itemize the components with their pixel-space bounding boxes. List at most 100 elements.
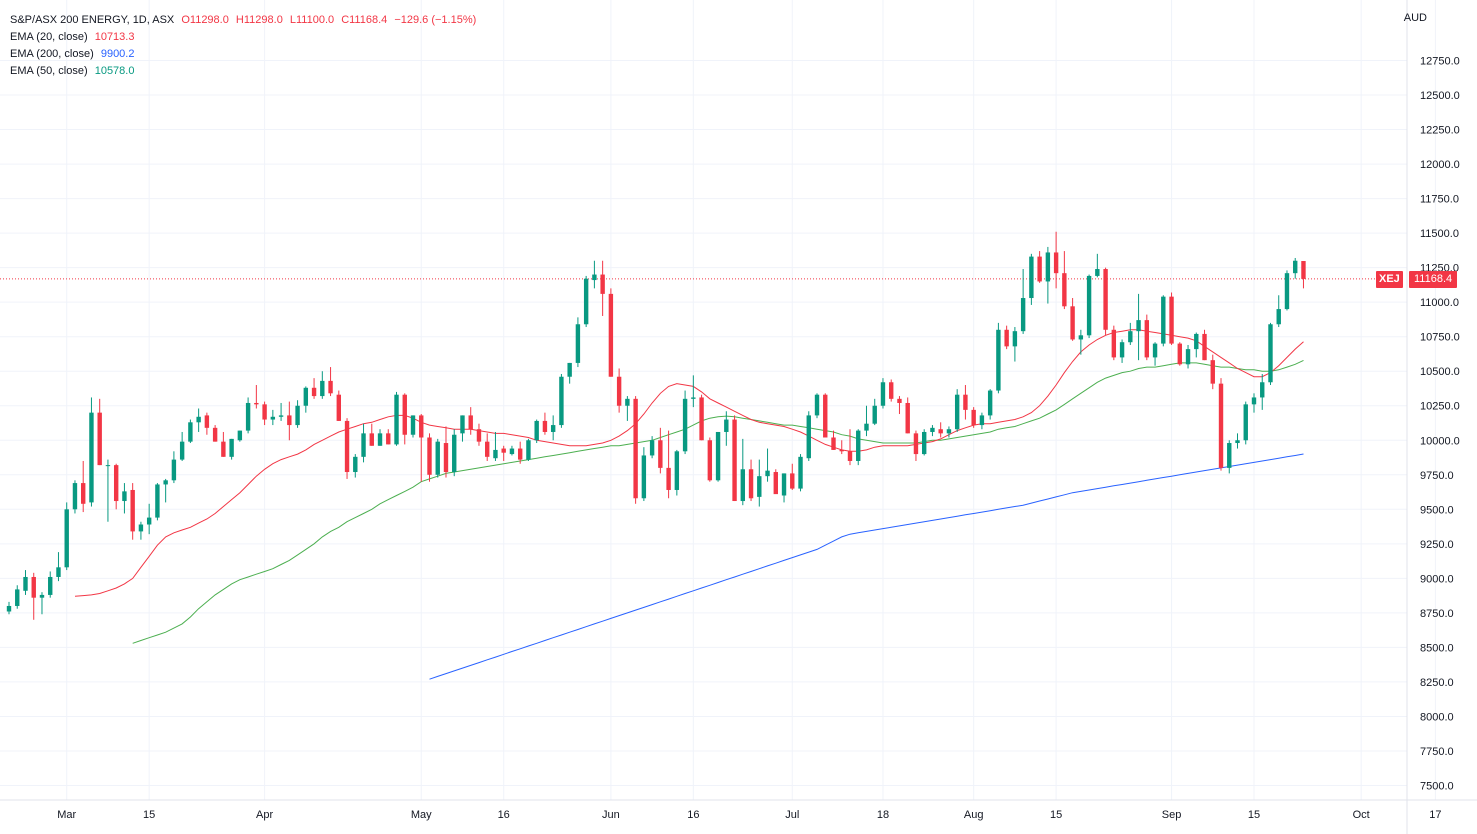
candle-body — [798, 456, 803, 489]
candle-body — [1284, 273, 1290, 310]
y-tick-label: 7750.0 — [1420, 746, 1454, 758]
symbol-title: S&P/ASX 200 ENERGY, 1D, ASX — [10, 14, 175, 26]
candle — [748, 459, 754, 502]
candle-body — [814, 394, 820, 416]
candle-body — [534, 420, 539, 441]
candle — [336, 390, 341, 421]
candle — [889, 379, 894, 402]
candle — [1111, 325, 1117, 361]
candle-body — [732, 419, 737, 502]
candle — [1218, 378, 1224, 471]
candle-body — [1144, 320, 1150, 358]
candle-body — [715, 431, 721, 481]
candle-body — [196, 416, 201, 423]
y-tick-label: 9500.0 — [1420, 504, 1454, 516]
candle — [122, 483, 127, 514]
candle — [1227, 440, 1232, 474]
candle-body — [386, 433, 391, 445]
candle-body — [889, 382, 894, 399]
price-axis[interactable]: 7500.0 7750.0 8000.0 8250.0 8500.0 8750.0 9000… — [1420, 56, 1460, 793]
candle-body — [724, 419, 729, 432]
candle-body — [864, 423, 869, 431]
ema20-line — [74, 329, 1304, 597]
candle — [15, 585, 20, 609]
candle — [394, 391, 399, 446]
candle — [435, 438, 440, 478]
candle-body — [295, 405, 300, 426]
candle — [880, 378, 886, 409]
candle-body — [15, 589, 20, 606]
candle — [1062, 251, 1067, 310]
y-tick-label: 8500.0 — [1420, 642, 1454, 654]
y-tick-label: 9250.0 — [1420, 539, 1454, 551]
x-tick-label: May — [411, 809, 432, 821]
candle — [707, 437, 713, 482]
candle — [163, 478, 168, 503]
candle-body — [39, 594, 45, 598]
candle — [1251, 393, 1257, 413]
candle — [930, 425, 935, 437]
candle — [1086, 274, 1092, 339]
open-value: O11298.0 — [181, 14, 229, 26]
candle-body — [592, 274, 597, 281]
candle — [254, 385, 259, 409]
candle-body — [1128, 331, 1133, 343]
candle-body — [971, 409, 976, 426]
candle-body — [130, 489, 135, 532]
candle — [31, 572, 36, 620]
candle — [1268, 322, 1273, 386]
candle-body — [921, 431, 927, 455]
y-tick-label: 10750.0 — [1420, 332, 1460, 344]
candle — [155, 483, 160, 521]
candle-body — [847, 451, 853, 461]
candle — [1161, 295, 1166, 347]
candle — [806, 411, 811, 461]
candle-body — [823, 394, 828, 438]
candle-body — [1194, 333, 1199, 350]
candle-body — [1243, 404, 1248, 441]
candle-body — [6, 605, 12, 612]
candle-body — [270, 416, 276, 420]
candle — [1095, 253, 1100, 278]
candle-body — [1012, 331, 1018, 347]
candle-body — [122, 491, 127, 502]
candle — [419, 414, 424, 482]
y-tick-label: 8250.0 — [1420, 677, 1454, 689]
chart-legend: S&P/ASX 200 ENERGY, 1D, ASX O11298.0 H11… — [10, 12, 480, 80]
candle — [781, 473, 787, 503]
ema50-value: 10578.0 — [94, 65, 135, 77]
candle-body — [105, 465, 111, 467]
candle-body — [699, 397, 704, 441]
ema50-legend: EMA (50, close) 10578.0 — [10, 63, 480, 80]
candle-body — [336, 394, 341, 421]
candle — [625, 396, 630, 421]
candle-body — [839, 449, 844, 452]
candle-body — [171, 459, 177, 481]
candle — [872, 398, 877, 426]
candle — [633, 396, 638, 504]
candle — [534, 419, 539, 444]
candle-body — [485, 441, 490, 457]
candle — [550, 415, 556, 441]
candle-body — [1037, 256, 1042, 282]
candle-body — [649, 440, 655, 456]
candle-body — [658, 440, 663, 468]
candle — [954, 389, 960, 432]
y-tick-label: 8000.0 — [1420, 711, 1454, 723]
x-tick-label: Apr — [256, 809, 273, 821]
candle-body — [765, 470, 770, 477]
candle-body — [872, 405, 877, 424]
candle — [814, 393, 820, 419]
candle-body — [946, 429, 952, 434]
candle-body — [880, 382, 886, 406]
candle-body — [583, 278, 589, 325]
candle-body — [666, 467, 671, 490]
time-axis[interactable]: Mar 15 Apr May 16 Jun 16 Jul 18 Aug 15 Sep 15 Oct 17 — [57, 809, 1441, 821]
close-value: C11168.4 — [341, 14, 388, 26]
candle — [270, 409, 276, 426]
candle-body — [72, 483, 78, 510]
candle — [1276, 295, 1281, 328]
candle — [526, 438, 531, 461]
y-tick-label: 10500.0 — [1420, 366, 1460, 378]
